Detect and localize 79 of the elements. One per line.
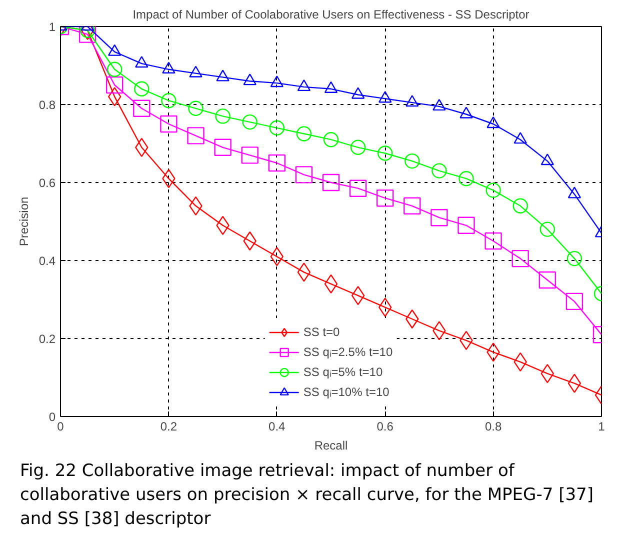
caption: Fig. 22 Collaborative image retrieval: impact of number of collaborative users on precision × recall curve, for the MPEG-7 [37] and SS [38] descriptor — [20, 460, 594, 531]
point — [78, 26, 96, 43]
point — [378, 146, 393, 161]
y-tick-label: 0.2 — [38, 332, 56, 346]
point — [512, 198, 528, 214]
point — [133, 100, 150, 117]
point — [108, 44, 122, 56]
x-tick-label: 0.4 — [268, 420, 286, 434]
point — [432, 163, 447, 178]
point — [295, 166, 313, 184]
point — [406, 95, 419, 107]
point — [187, 127, 204, 144]
point — [458, 216, 475, 234]
y-tick-label: 0.4 — [38, 254, 56, 268]
point — [189, 66, 202, 78]
point — [486, 116, 500, 128]
point — [458, 171, 474, 186]
point — [568, 186, 582, 198]
point — [160, 115, 178, 133]
y-tick-label: 0 — [48, 410, 56, 424]
point — [430, 209, 448, 226]
x-tick-label: 1 — [598, 420, 606, 434]
point — [241, 146, 258, 164]
legend-label: SS qᵢ=2.5% t=10 — [303, 345, 393, 359]
point — [566, 250, 582, 266]
point — [270, 76, 284, 88]
point — [269, 120, 284, 136]
point — [243, 74, 256, 86]
point — [107, 62, 122, 77]
point — [432, 98, 446, 111]
point — [540, 154, 554, 166]
point — [214, 138, 232, 156]
point — [162, 62, 176, 74]
x-tick-label: 0.6 — [376, 420, 394, 434]
point — [134, 81, 150, 96]
point — [514, 132, 527, 144]
legend-label: SS t=0 — [303, 325, 340, 339]
point — [378, 91, 392, 103]
point — [351, 286, 365, 306]
point — [538, 271, 556, 289]
point — [350, 140, 366, 155]
point — [376, 190, 394, 207]
point — [216, 70, 230, 82]
y-axis-title: Precision — [16, 196, 31, 246]
point — [404, 197, 421, 214]
point — [540, 222, 555, 237]
x-tick-label: 0.8 — [484, 420, 502, 434]
point — [323, 132, 339, 148]
point — [215, 108, 230, 124]
point — [568, 374, 582, 393]
point — [242, 114, 258, 130]
point — [486, 182, 501, 198]
point — [349, 180, 367, 197]
point — [161, 93, 176, 108]
point — [484, 232, 502, 250]
y-tick-label: 1 — [48, 20, 56, 34]
point — [135, 56, 148, 68]
y-tick-label: 0.8 — [38, 98, 56, 112]
legend-label: SS qᵢ=5% t=10 — [303, 365, 383, 379]
point — [297, 262, 311, 282]
point — [512, 250, 529, 268]
chart-title: Impact of Number of Coolaborative Users on Effectiveness - SS Descriptor — [132, 8, 530, 22]
y-tick-label: 0.6 — [38, 176, 56, 190]
point — [404, 153, 420, 169]
x-tick-label: 0 — [57, 420, 64, 434]
x-axis-title: Recall — [314, 438, 348, 452]
point — [460, 106, 473, 118]
point — [297, 79, 311, 92]
point — [322, 174, 340, 192]
point — [566, 292, 584, 310]
point — [324, 81, 338, 93]
point — [188, 100, 204, 116]
point — [324, 274, 338, 294]
legend-label: SS qᵢ=10% t=10 — [303, 385, 390, 399]
x-tick-label: 0.2 — [160, 420, 178, 434]
point — [106, 76, 124, 94]
point — [296, 126, 312, 142]
point — [268, 154, 286, 172]
point — [351, 87, 365, 99]
